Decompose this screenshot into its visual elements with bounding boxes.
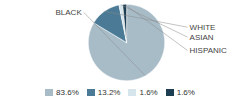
html-text:13.2%: 13.2% [97,87,121,97]
svg-text:ASIAN: ASIAN [190,33,214,42]
svg-text:WHITE: WHITE [190,23,216,32]
svg-text:HISPANIC: HISPANIC [190,46,227,55]
html-text:1.6%: 1.6% [176,87,195,97]
html-text:83.6%: 83.6% [56,87,79,97]
html-text:1.6%: 1.6% [139,87,158,97]
svg-text:BLACK: BLACK [56,8,83,17]
